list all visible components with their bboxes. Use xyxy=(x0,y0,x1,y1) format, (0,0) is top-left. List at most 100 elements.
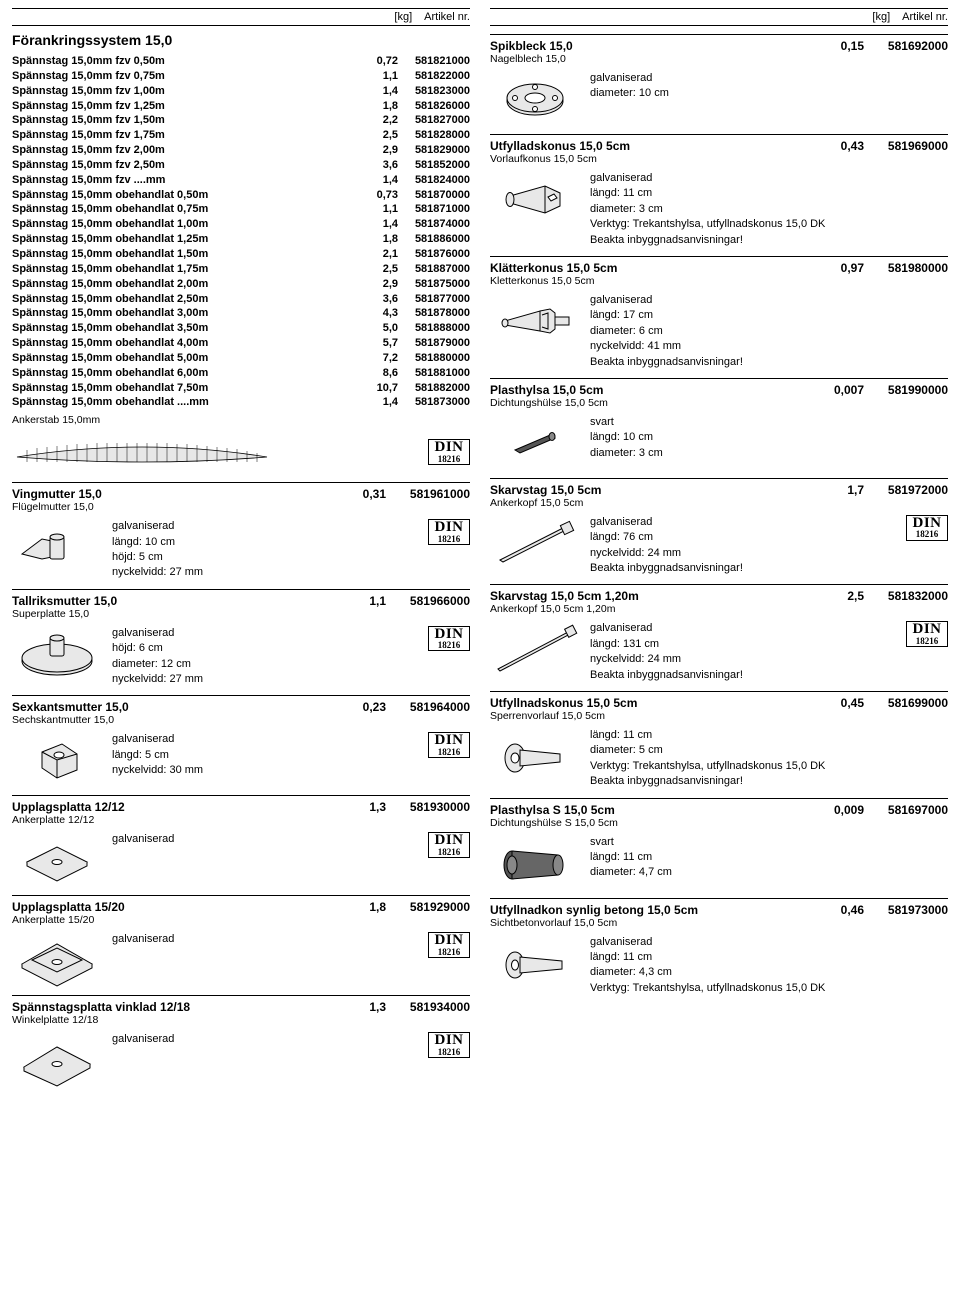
din-badge: DIN18216 xyxy=(428,626,470,652)
product-block: Utfyllnadkon synlig betong 15,0 5cm Sich… xyxy=(490,898,948,997)
left-column: [kg] Artikel nr. Förankringssystem 15,0 … xyxy=(12,8,470,1087)
row-kg: 1,1 xyxy=(360,69,398,84)
row-art: 581879000 xyxy=(398,336,470,351)
spec-line: nyckelvidd: 41 mm xyxy=(590,339,938,354)
row-name: Spännstag 15,0mm obehandlat 1,00m xyxy=(12,217,360,232)
product-thumb xyxy=(490,835,580,890)
product-title: Sexkantsmutter 15,0 xyxy=(12,700,129,714)
product-title: Upplagsplatta 15/20 xyxy=(12,900,125,914)
product-specs: galvaniseradlängd: 11 cmdiameter: 4,3 cm… xyxy=(590,935,938,997)
product-specs: galvaniseradlängd: 17 cmdiameter: 6 cmny… xyxy=(590,293,938,370)
product-kg: 0,46 xyxy=(816,903,864,917)
row-kg: 1,8 xyxy=(360,232,398,247)
spannstag-row: Spännstag 15,0mm obehandlat 1,25m 1,8 58… xyxy=(12,232,470,247)
product-kg: 0,31 xyxy=(338,487,386,501)
product-title: Spikbleck 15,0 xyxy=(490,39,573,53)
row-kg: 1,4 xyxy=(360,173,398,188)
product-thumb xyxy=(490,71,580,126)
row-kg: 5,7 xyxy=(360,336,398,351)
spannstag-row: Spännstag 15,0mm fzv 1,00m 1,4 581823000 xyxy=(12,84,470,99)
row-kg: 2,9 xyxy=(360,277,398,292)
row-name: Spännstag 15,0mm fzv 2,50m xyxy=(12,158,360,173)
product-art: 581832000 xyxy=(874,589,948,603)
product-thumb xyxy=(12,932,102,987)
spec-line: nyckelvidd: 24 mm xyxy=(590,652,896,667)
row-art: 581874000 xyxy=(398,217,470,232)
row-name: Spännstag 15,0mm fzv 1,00m xyxy=(12,84,360,99)
product-kg: 0,97 xyxy=(816,261,864,275)
product-thumb xyxy=(12,732,102,787)
product-title: Vingmutter 15,0 xyxy=(12,487,102,501)
product-title: Plasthylsa S 15,0 5cm xyxy=(490,803,618,817)
product-kg: 1,1 xyxy=(338,594,386,608)
row-name: Spännstag 15,0mm obehandlat ....mm xyxy=(12,395,360,410)
product-art: 581930000 xyxy=(396,800,470,814)
product-specs: svartlängd: 10 cmdiameter: 3 cm xyxy=(590,415,938,461)
row-name: Spännstag 15,0mm obehandlat 5,00m xyxy=(12,351,360,366)
row-art: 581875000 xyxy=(398,277,470,292)
spec-line: längd: 76 cm xyxy=(590,530,896,545)
product-kg: 1,8 xyxy=(338,900,386,914)
spec-line: Verktyg: Trekantshylsa, utfyllnadskonus … xyxy=(590,217,938,232)
spec-line: höjd: 5 cm xyxy=(112,550,418,565)
header-art-r: Artikel nr. xyxy=(902,11,948,23)
spec-line: Beakta inbyggnadsanvisningar! xyxy=(590,233,938,248)
product-block: Tallriksmutter 15,0 Superplatte 15,0 1,1… xyxy=(12,589,470,688)
row-name: Spännstag 15,0mm obehandlat 0,50m xyxy=(12,188,360,203)
right-header: [kg] Artikel nr. xyxy=(490,8,948,26)
spannstag-row: Spännstag 15,0mm fzv 2,50m 3,6 581852000 xyxy=(12,158,470,173)
din-badge: DIN18216 xyxy=(906,621,948,647)
product-block: Utfyllnadskonus 15,0 5cm Sperrenvorlauf … xyxy=(490,691,948,790)
row-name: Spännstag 15,0mm obehandlat 3,50m xyxy=(12,321,360,336)
row-art: 581829000 xyxy=(398,143,470,158)
row-name: Spännstag 15,0mm fzv 1,25m xyxy=(12,99,360,114)
product-title: Utfyllnadkon synlig betong 15,0 5cm xyxy=(490,903,698,917)
product-sub: Kletterkonus 15,0 5cm xyxy=(490,275,617,287)
product-block: Vingmutter 15,0 Flügelmutter 15,0 0,31 5… xyxy=(12,482,470,581)
spec-line: Beakta inbyggnadsanvisningar! xyxy=(590,355,938,370)
row-kg: 1,4 xyxy=(360,217,398,232)
spannstag-row: Spännstag 15,0mm fzv ....mm 1,4 58182400… xyxy=(12,173,470,188)
header-art: Artikel nr. xyxy=(424,11,470,23)
product-block: Skarvstag 15,0 5cm 1,20m Ankerkopf 15,0 … xyxy=(490,584,948,683)
spannstag-row: Spännstag 15,0mm obehandlat 5,00m 7,2 58… xyxy=(12,351,470,366)
product-art: 581697000 xyxy=(874,803,948,817)
product-art: 581699000 xyxy=(874,696,948,710)
row-name: Spännstag 15,0mm fzv 1,50m xyxy=(12,113,360,128)
spec-line: Verktyg: Trekantshylsa, utfyllnadskonus … xyxy=(590,981,938,996)
product-thumb xyxy=(12,832,102,887)
row-name: Spännstag 15,0mm obehandlat 1,25m xyxy=(12,232,360,247)
product-block: Sexkantsmutter 15,0 Sechskantmutter 15,0… xyxy=(12,695,470,787)
spec-line: längd: 11 cm xyxy=(590,850,938,865)
product-art: 581966000 xyxy=(396,594,470,608)
left-header: [kg] Artikel nr. xyxy=(12,8,470,26)
product-block: Spikbleck 15,0 Nagelblech 15,0 0,15 5816… xyxy=(490,34,948,126)
spec-line: längd: 11 cm xyxy=(590,728,938,743)
row-art: 581878000 xyxy=(398,306,470,321)
row-kg: 2,5 xyxy=(360,128,398,143)
row-kg: 1,1 xyxy=(360,202,398,217)
product-sub: Ankerkopf 15,0 5cm xyxy=(490,497,601,509)
din-wrap: DIN18216 xyxy=(428,1032,470,1058)
spec-line: galvaniserad xyxy=(112,832,418,847)
product-sub: Winkelplatte 12/18 xyxy=(12,1014,190,1026)
product-block: Plasthylsa S 15,0 5cm Dichtungshülse S 1… xyxy=(490,798,948,890)
row-name: Spännstag 15,0mm obehandlat 2,50m xyxy=(12,292,360,307)
spec-line: diameter: 3 cm xyxy=(590,202,938,217)
product-kg: 1,3 xyxy=(338,1000,386,1014)
spec-line: diameter: 12 cm xyxy=(112,657,418,672)
product-specs: galvaniseradlängd: 5 cmnyckelvidd: 30 mm xyxy=(112,732,418,778)
spannstag-row: Spännstag 15,0mm obehandlat 7,50m 10,7 5… xyxy=(12,381,470,396)
row-name: Spännstag 15,0mm fzv 1,75m xyxy=(12,128,360,143)
product-sub: Nagelblech 15,0 xyxy=(490,53,573,65)
row-name: Spännstag 15,0mm obehandlat 6,00m xyxy=(12,366,360,381)
product-thumb xyxy=(490,621,580,676)
product-sub: Ankerkopf 15,0 5cm 1,20m xyxy=(490,603,639,615)
spannstag-row: Spännstag 15,0mm obehandlat 6,00m 8,6 58… xyxy=(12,366,470,381)
product-title: Skarvstag 15,0 5cm xyxy=(490,483,601,497)
spannstag-row: Spännstag 15,0mm fzv 1,50m 2,2 581827000 xyxy=(12,113,470,128)
spannstag-row: Spännstag 15,0mm obehandlat 2,00m 2,9 58… xyxy=(12,277,470,292)
row-kg: 2,5 xyxy=(360,262,398,277)
row-art: 581886000 xyxy=(398,232,470,247)
spannstag-row: Spännstag 15,0mm fzv 1,75m 2,5 581828000 xyxy=(12,128,470,143)
